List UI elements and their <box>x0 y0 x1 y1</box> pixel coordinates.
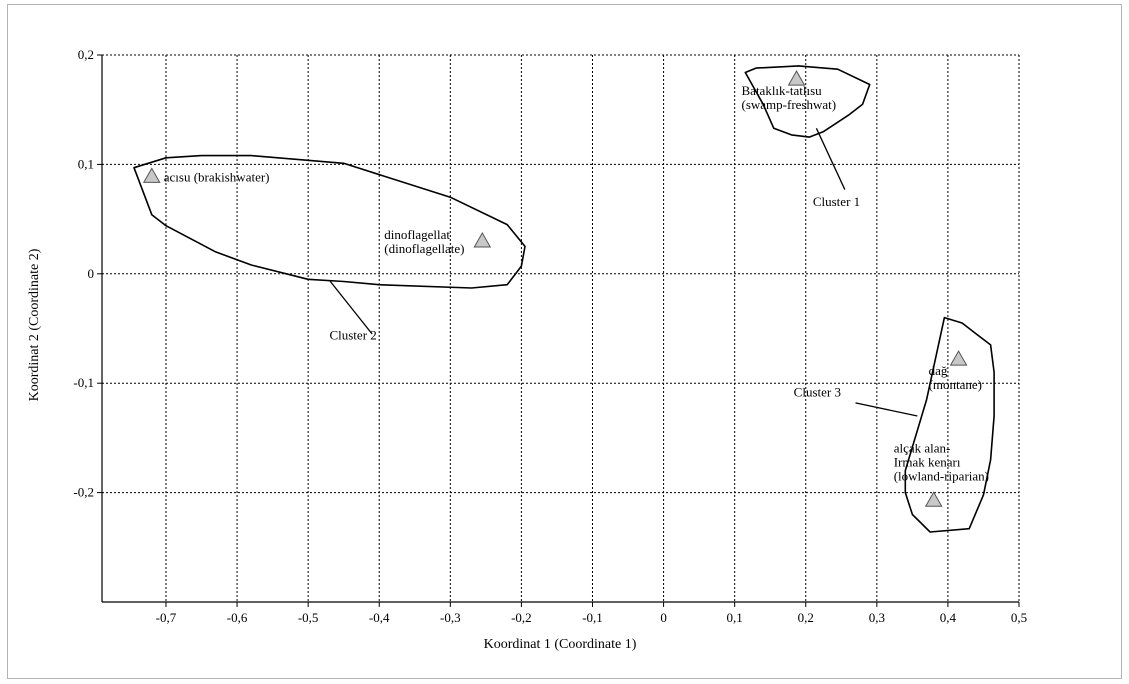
data-point-label: (lowland-riparian) <box>894 468 989 483</box>
x-tick-label: -0,1 <box>582 610 603 625</box>
grid-layer <box>102 54 1020 602</box>
y-tick-label: -0,2 <box>73 485 94 500</box>
data-point-marker <box>949 350 968 366</box>
data-point-marker <box>924 491 943 507</box>
data-point-marker <box>787 70 806 86</box>
x-tick-label: 0,2 <box>798 610 814 625</box>
y-tick-label: 0,1 <box>78 156 94 171</box>
chart-frame <box>7 4 1122 679</box>
cluster-label: Cluster 3 <box>794 384 841 399</box>
cluster-hull <box>744 65 871 138</box>
x-axis-title: Koordinat 1 (Coordinate 1) <box>484 637 637 652</box>
cluster-hull <box>133 154 526 289</box>
data-point-label: (swamp-freshwat) <box>742 97 837 112</box>
data-point-label: acısu (brakishwater) <box>164 169 270 184</box>
label-layer: Cluster 1 Cluster 2 Cluster 3 acısu (brakis… <box>164 83 989 483</box>
cluster-leader-line <box>328 279 373 335</box>
x-tick-label: 0,5 <box>1011 610 1027 625</box>
y-tick-label: -0,1 <box>73 375 94 390</box>
data-point-label: Bataklık-tatlısu <box>742 83 823 98</box>
point-layer <box>142 70 968 507</box>
data-point-label: Irmak kenarı <box>894 454 961 469</box>
x-tick-label: 0,1 <box>727 610 743 625</box>
hull-layer <box>133 65 995 533</box>
data-point-label: dinoflagellat <box>384 227 450 242</box>
data-point-label: (dinoflagellate) <box>384 241 464 256</box>
x-tick-label: 0,3 <box>869 610 885 625</box>
cluster-leader-line <box>815 128 846 190</box>
x-tick-label: 0 <box>660 610 667 625</box>
x-tick-label: -0,2 <box>511 610 532 625</box>
x-tick-label: -0,7 <box>156 610 177 625</box>
cluster-hull <box>904 316 995 533</box>
x-tick-label: -0,3 <box>440 610 461 625</box>
data-point-label: dağ <box>929 363 948 378</box>
data-point-label: alçak alan- <box>894 440 951 455</box>
x-tick-label: -0,6 <box>227 610 248 625</box>
cluster-leader-line <box>855 402 918 417</box>
data-point-marker <box>142 167 161 183</box>
x-tick-label: -0,4 <box>369 610 390 625</box>
x-tick-label: -0,5 <box>298 610 319 625</box>
cluster-label: Cluster 1 <box>813 194 860 209</box>
y-tick-label: 0 <box>88 266 95 281</box>
data-point-label: (montane) <box>929 377 982 392</box>
data-point-marker <box>473 231 492 248</box>
cluster-label: Cluster 2 <box>329 327 376 342</box>
y-axis-title: Koordinat 2 (Coordinate 2) <box>27 248 42 401</box>
axis-layer: -0,7 -0,6 -0,5 -0,4 -0,3 -0,2 -0,1 0 0,1 0,2 0,3 0,… <box>73 47 1027 625</box>
y-tick-label: 0,2 <box>78 47 94 62</box>
x-tick-label: 0,4 <box>940 610 957 625</box>
